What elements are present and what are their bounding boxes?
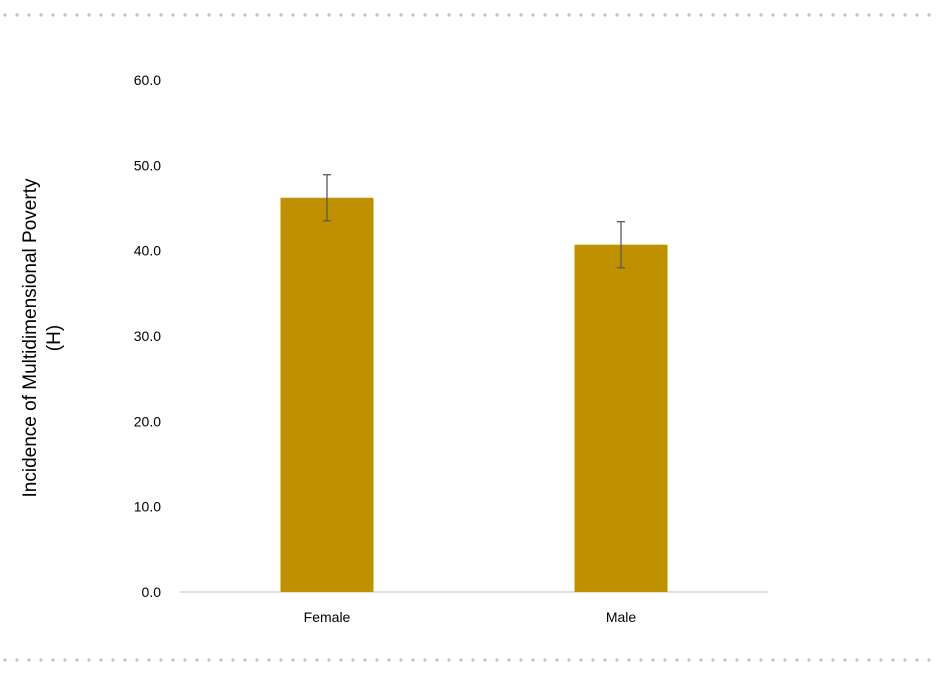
y-axis-ticks: 0.0 10.0 20.0 30.0 40.0 50.0 60.0 — [134, 72, 161, 600]
x-category-label: Male — [606, 609, 637, 625]
y-tick-label: 30.0 — [134, 328, 161, 344]
bottom-dotted-border — [3, 658, 931, 662]
x-axis-categories: Female Male — [304, 609, 637, 625]
x-category-label: Female — [304, 609, 351, 625]
bars — [280, 197, 668, 592]
bar-male — [574, 244, 668, 592]
y-tick-label: 0.0 — [142, 584, 162, 600]
bar-female — [280, 197, 374, 592]
y-tick-label: 10.0 — [134, 499, 161, 515]
y-tick-label: 60.0 — [134, 72, 161, 88]
y-axis-title-line2: (H) — [44, 325, 65, 351]
y-axis-title-line1: Incidence of Multidimensional Poverty — [20, 178, 41, 497]
top-dotted-border — [3, 13, 931, 17]
error-bars — [323, 174, 625, 269]
error-bar-female — [323, 174, 331, 222]
y-tick-label: 50.0 — [134, 157, 161, 173]
y-tick-label: 40.0 — [134, 243, 161, 259]
error-bar-male — [617, 221, 625, 269]
y-tick-label: 20.0 — [134, 413, 161, 429]
